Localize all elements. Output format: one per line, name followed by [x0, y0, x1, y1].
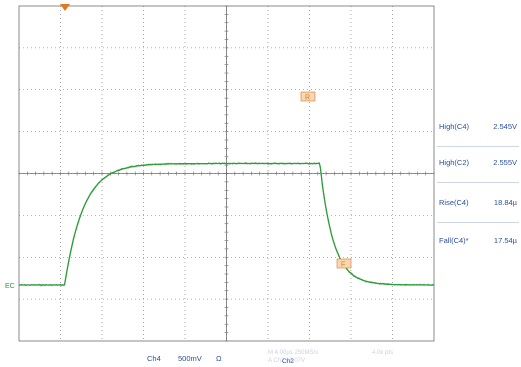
fall-cursor-marker: F	[336, 258, 352, 269]
measurement-value: 17.54µ	[493, 236, 517, 245]
record-length: 4.0k pts	[372, 350, 394, 356]
trigger-info: A Ch2 / 2.07V	[268, 358, 306, 364]
vertical-scale: 500mV	[178, 354, 202, 363]
trigger-position-marker	[60, 4, 70, 11]
graticule-grid	[18, 5, 435, 342]
measurement-rise-c4: Rise(C4) 18.84µ	[437, 196, 519, 210]
measurement-value: 2.555V	[493, 158, 517, 167]
measurement-label: Rise(C4)	[439, 198, 469, 207]
waveform-trace-noise	[18, 162, 435, 287]
ground-level-marker: EC	[5, 283, 15, 290]
measurement-label: High(C2)	[439, 158, 470, 167]
coupling-indicator: Ω	[216, 354, 222, 363]
measurement-value: 18.84µ	[493, 198, 517, 207]
rise-cursor-marker: R	[300, 91, 316, 102]
measurement-divider	[437, 182, 519, 183]
measurement-fall-c4: Fall(C4)* 17.54µ	[437, 234, 519, 248]
measurement-label: High(C4)	[439, 122, 470, 131]
rise-cursor-label: R	[305, 95, 310, 102]
measurement-high-c4: High(C4) 2.545V	[437, 120, 519, 134]
measurement-divider	[437, 146, 519, 147]
measurement-divider	[437, 222, 519, 223]
measurement-high-c2: High(C2) 2.555V	[437, 156, 519, 170]
trigger-channel-label: Ch2	[282, 358, 294, 365]
acquisition-info: M 4.00µs 250MS/s	[268, 350, 319, 356]
measurement-label: Fall(C4)*	[439, 236, 469, 245]
channel-label: Ch4	[147, 354, 161, 363]
fall-cursor-label: F	[341, 262, 345, 269]
measurement-value: 2.545V	[493, 122, 517, 131]
